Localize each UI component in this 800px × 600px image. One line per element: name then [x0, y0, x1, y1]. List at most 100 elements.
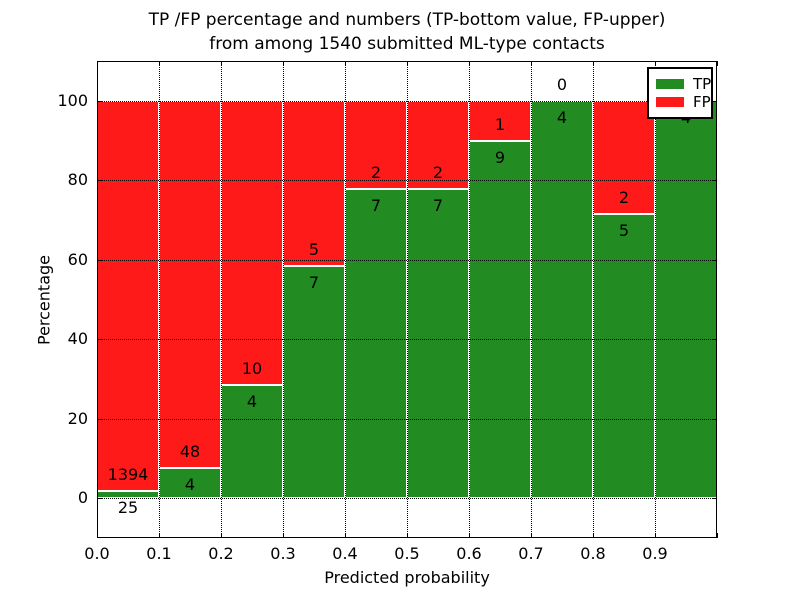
gridline-vertical [159, 61, 160, 538]
x-tick-label: 0.9 [642, 544, 668, 563]
legend-entry: TP [656, 76, 711, 92]
chart-title-line1: TP /FP percentage and numbers (TP-bottom… [148, 10, 666, 30]
y-tick-mark [712, 498, 717, 500]
tp-count-label: 5 [618, 221, 630, 241]
chart-title-line2: from among 1540 submitted ML-type contac… [209, 34, 605, 54]
gridline-horizontal [97, 100, 717, 102]
x-tick-mark [159, 533, 160, 538]
x-tick-mark [655, 533, 656, 538]
gridline-vertical [221, 61, 222, 538]
legend-entry: FP [656, 94, 711, 110]
y-tick-mark [97, 418, 102, 420]
x-tick-mark [655, 61, 656, 66]
x-axis-label: Predicted probability [324, 568, 490, 587]
x-tick-mark [407, 533, 408, 538]
x-tick-label: 0.1 [146, 544, 172, 563]
y-tick-label: 40 [67, 329, 88, 349]
x-tick-label: 0.4 [332, 544, 358, 563]
tp-count-label: 25 [117, 498, 139, 518]
x-tick-mark [469, 61, 470, 66]
gridline-vertical [345, 61, 346, 538]
tp-count-label: 7 [370, 196, 382, 216]
x-tick-label: 0.2 [208, 544, 234, 563]
y-tick-mark [97, 259, 102, 261]
bar-segment-fp [593, 100, 655, 215]
fp-count-label: 2 [618, 188, 630, 208]
legend-swatch [656, 97, 684, 107]
gridline-horizontal [97, 339, 717, 341]
tick-marks-layer [97, 61, 718, 538]
x-tick-mark [345, 61, 346, 66]
tp-count-label: 7 [432, 196, 444, 216]
y-tick-mark [97, 180, 102, 182]
gridline-horizontal [97, 498, 717, 500]
x-tick-mark [283, 533, 284, 538]
legend-swatch [656, 79, 684, 89]
legend: TP FP [647, 67, 713, 119]
x-tick-mark [221, 61, 222, 66]
x-tick-mark [469, 533, 470, 538]
gridline-vertical [531, 61, 532, 538]
bar-segment-fp [407, 100, 469, 190]
y-tick-label: 80 [67, 170, 88, 190]
tp-count-label: 7 [308, 273, 320, 293]
gridline-horizontal [97, 418, 717, 420]
x-tick-mark [593, 533, 594, 538]
y-tick-mark [712, 180, 717, 182]
bar-segment-fp [97, 100, 159, 492]
x-tick-mark [283, 61, 284, 66]
y-tick-label: 100 [57, 90, 88, 110]
legend-label: FP [693, 93, 711, 111]
tp-count-label: 4 [556, 107, 568, 127]
fp-count-label: 5 [308, 240, 320, 260]
y-tick-mark [712, 259, 717, 261]
tp-count-label: 4 [184, 474, 196, 494]
gridline-horizontal [97, 180, 717, 182]
fp-count-label: 1 [494, 114, 506, 134]
bar-segment-tp [345, 189, 407, 499]
y-tick-mark [97, 100, 102, 102]
y-tick-mark [97, 498, 102, 500]
bar-segment-fp [283, 100, 345, 267]
fp-count-label: 48 [179, 441, 201, 461]
chart-title: TP /FP percentage and numbers (TP-bottom… [107, 8, 707, 56]
bar-segment-tp [221, 384, 283, 499]
x-tick-label: 0.8 [580, 544, 606, 563]
x-tick-mark [593, 61, 594, 66]
tp-count-label: 4 [246, 391, 258, 411]
fp-count-label: 1394 [107, 465, 149, 485]
x-tick-label: 0.5 [394, 544, 420, 563]
y-tick-mark [712, 418, 717, 420]
x-tick-mark [345, 533, 346, 538]
bar-segment-fp [345, 100, 407, 190]
x-tick-mark [159, 61, 160, 66]
fp-count-label: 2 [370, 163, 382, 183]
bar-segment-tp [283, 266, 345, 499]
bar-segment-tp [531, 100, 593, 499]
x-tick-mark [407, 61, 408, 66]
annotations-layer: 13942548410457272719042504 [97, 61, 717, 538]
x-tick-mark [531, 533, 532, 538]
y-tick-label: 0 [77, 488, 88, 508]
bar-segment-tp [593, 214, 655, 499]
y-tick-label: 60 [67, 249, 88, 269]
y-tick-mark [97, 339, 102, 341]
gridline-vertical [655, 61, 656, 538]
legend-label: TP [693, 75, 712, 93]
fp-count-label: 2 [432, 163, 444, 183]
tp-count-label: 9 [494, 147, 506, 167]
gridline-horizontal [97, 259, 717, 261]
gridline-vertical [593, 61, 594, 538]
y-tick-mark [712, 100, 717, 102]
x-tick-mark [717, 533, 718, 538]
bar-segment-fp [159, 100, 221, 468]
x-tick-mark [531, 61, 532, 66]
x-tick-label: 0.6 [456, 544, 482, 563]
gridline-vertical [469, 61, 470, 538]
y-tick-label: 20 [67, 408, 88, 428]
gridline-vertical [283, 61, 284, 538]
x-tick-mark [221, 533, 222, 538]
x-tick-label: 0.0 [84, 544, 110, 563]
fp-count-label: 0 [556, 74, 568, 94]
